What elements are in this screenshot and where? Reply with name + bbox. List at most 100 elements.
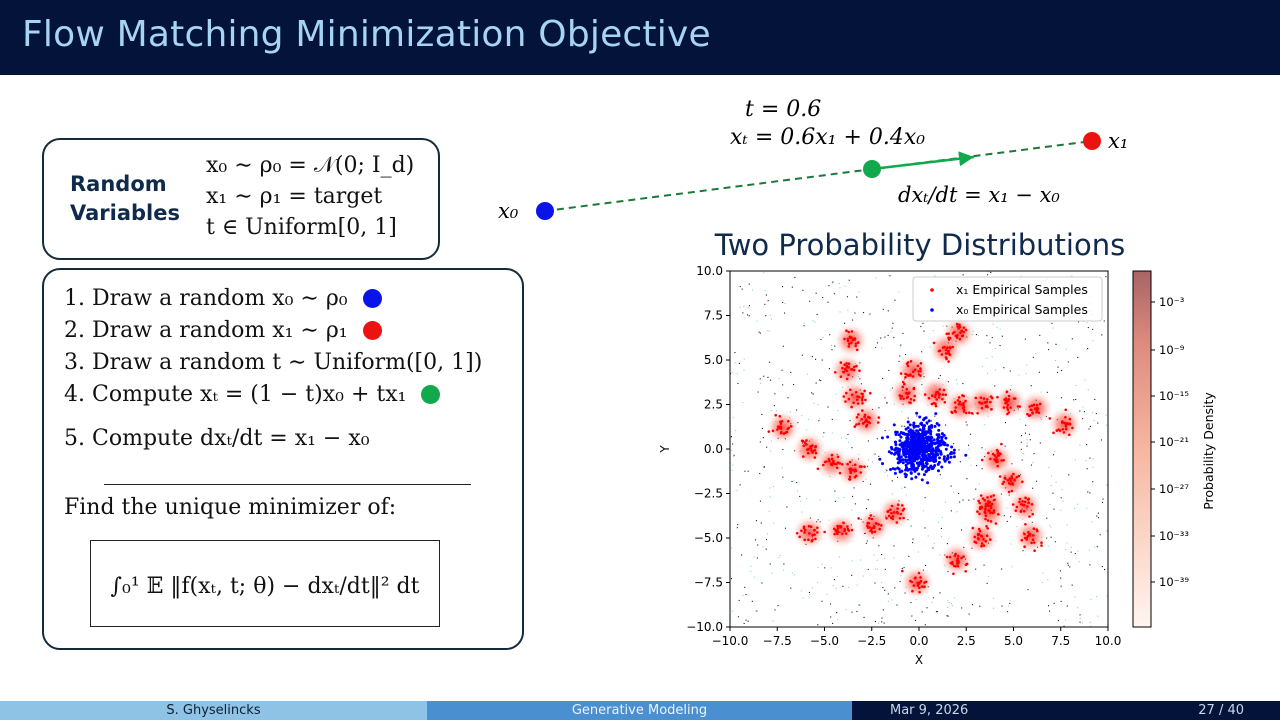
background-dot <box>809 593 811 595</box>
x1-sample-point <box>852 368 856 372</box>
background-dot <box>1094 398 1096 400</box>
x1-sample-point <box>855 364 858 368</box>
background-dot <box>1060 585 1062 587</box>
x1-sample-point <box>934 404 938 408</box>
background-dot <box>1050 536 1052 538</box>
x1-sample-point <box>902 397 905 400</box>
x1-sample-point <box>931 394 934 397</box>
x0-sample-point <box>905 436 909 440</box>
background-dot <box>884 336 886 338</box>
x1-sample-point <box>955 559 959 563</box>
x1-sample-point <box>1024 496 1027 500</box>
background-dot <box>950 485 952 487</box>
x0-sample-point <box>916 466 919 470</box>
x0-sample-point <box>930 424 934 427</box>
background-dot <box>869 483 871 485</box>
x1-sample-point <box>980 542 984 545</box>
x1-sample-point <box>865 419 868 423</box>
x1-sample-point <box>1065 422 1069 425</box>
background-dot <box>742 595 744 597</box>
background-dot <box>1049 610 1051 612</box>
derivative-formula-text: dxₜ/dt = x₁ − x₀ <box>898 183 1060 207</box>
x1-sample-point <box>984 405 988 408</box>
background-dot <box>754 610 756 612</box>
x1-sample-point <box>916 584 920 587</box>
x1-sample-point <box>845 391 848 395</box>
background-dot <box>1078 321 1080 323</box>
x1-sample-point <box>984 507 987 511</box>
x1-sample-point <box>913 577 917 580</box>
background-dot <box>981 447 983 449</box>
x0-sample-point <box>938 456 941 460</box>
step-number: 2. <box>64 318 85 343</box>
x1-sample-point <box>1035 407 1038 411</box>
background-dot <box>1069 566 1071 568</box>
x1-sample-point <box>876 421 880 424</box>
background-dot <box>1055 359 1057 361</box>
background-dot <box>1006 520 1008 522</box>
background-dot <box>1054 541 1056 543</box>
background-dot <box>1079 444 1081 446</box>
background-dot <box>910 525 912 527</box>
colorbar-label: Probability Density <box>1201 392 1216 510</box>
background-dot <box>903 567 905 569</box>
background-dot <box>759 378 761 380</box>
x1-sample-point <box>1018 500 1021 504</box>
x0-sample-point <box>934 449 938 453</box>
x1-sample-point <box>916 364 920 368</box>
x1-sample-point <box>846 525 849 528</box>
background-dot <box>835 393 837 395</box>
background-dot <box>1062 500 1064 502</box>
x1-sample-point <box>1000 442 1003 446</box>
x0-sample-point <box>919 422 923 426</box>
x1-sample-point <box>845 362 848 365</box>
background-dot <box>887 310 889 312</box>
x1-sample-point <box>985 534 989 537</box>
x1-sample-point <box>863 415 866 419</box>
x0-sample-point <box>890 451 893 455</box>
legend-x1-label: x₁ Empirical Samples <box>956 282 1088 297</box>
background-dot <box>807 418 809 420</box>
background-dot <box>735 430 737 432</box>
background-dot <box>984 424 986 426</box>
background-dot <box>966 424 968 426</box>
background-dot <box>1022 452 1024 454</box>
x1-sample-point <box>1006 479 1010 482</box>
x1-sample-point <box>913 368 917 372</box>
x1-sample-point <box>977 499 980 503</box>
density-glow <box>965 384 1002 421</box>
x0-sample-point <box>912 421 916 425</box>
background-dot <box>802 289 804 291</box>
background-dot <box>924 527 926 529</box>
x1-sample-point <box>1021 500 1024 503</box>
background-dot <box>731 449 733 451</box>
x0-sample-point <box>926 430 929 434</box>
background-dot <box>763 466 765 468</box>
background-dot <box>822 436 824 438</box>
x1-sample-point <box>962 326 966 330</box>
x1-sample-point <box>857 413 860 416</box>
x1-sample-point <box>953 554 957 558</box>
y-tick-label: 5.0 <box>704 353 723 367</box>
x0-sample-point <box>912 434 916 438</box>
x1-sample-point <box>1064 416 1067 419</box>
background-dot <box>1060 509 1062 511</box>
background-dot <box>838 282 840 284</box>
colorbar-ticks: 10⁻³ 10⁻⁹ 10⁻¹⁵ 10⁻²¹ 10⁻²⁷ 10⁻³³ 10⁻³⁹ <box>1151 295 1189 589</box>
background-dot <box>1079 621 1081 623</box>
x0-sample-point <box>916 424 920 428</box>
background-dot <box>1053 508 1055 510</box>
background-dot <box>893 337 895 339</box>
background-dot <box>734 352 736 354</box>
x1-sample-point <box>918 590 921 594</box>
xt-formula-text: xₜ = 0.6x₁ + 0.4x₀ <box>730 125 925 150</box>
x1-sample-point <box>850 528 854 532</box>
objective-formula-text: ∫₀¹ 𝔼 ‖f(xₜ, t; θ) − dxₜ/dt‖² dt <box>111 574 420 599</box>
x1-sample-point <box>863 389 866 393</box>
rv-label-line2: Variables <box>70 201 180 225</box>
background-dot <box>774 609 776 611</box>
x1-sample-point <box>767 430 771 433</box>
x1-sample-point <box>982 538 985 541</box>
x0-sample-point <box>931 447 935 451</box>
background-dot <box>987 274 989 276</box>
